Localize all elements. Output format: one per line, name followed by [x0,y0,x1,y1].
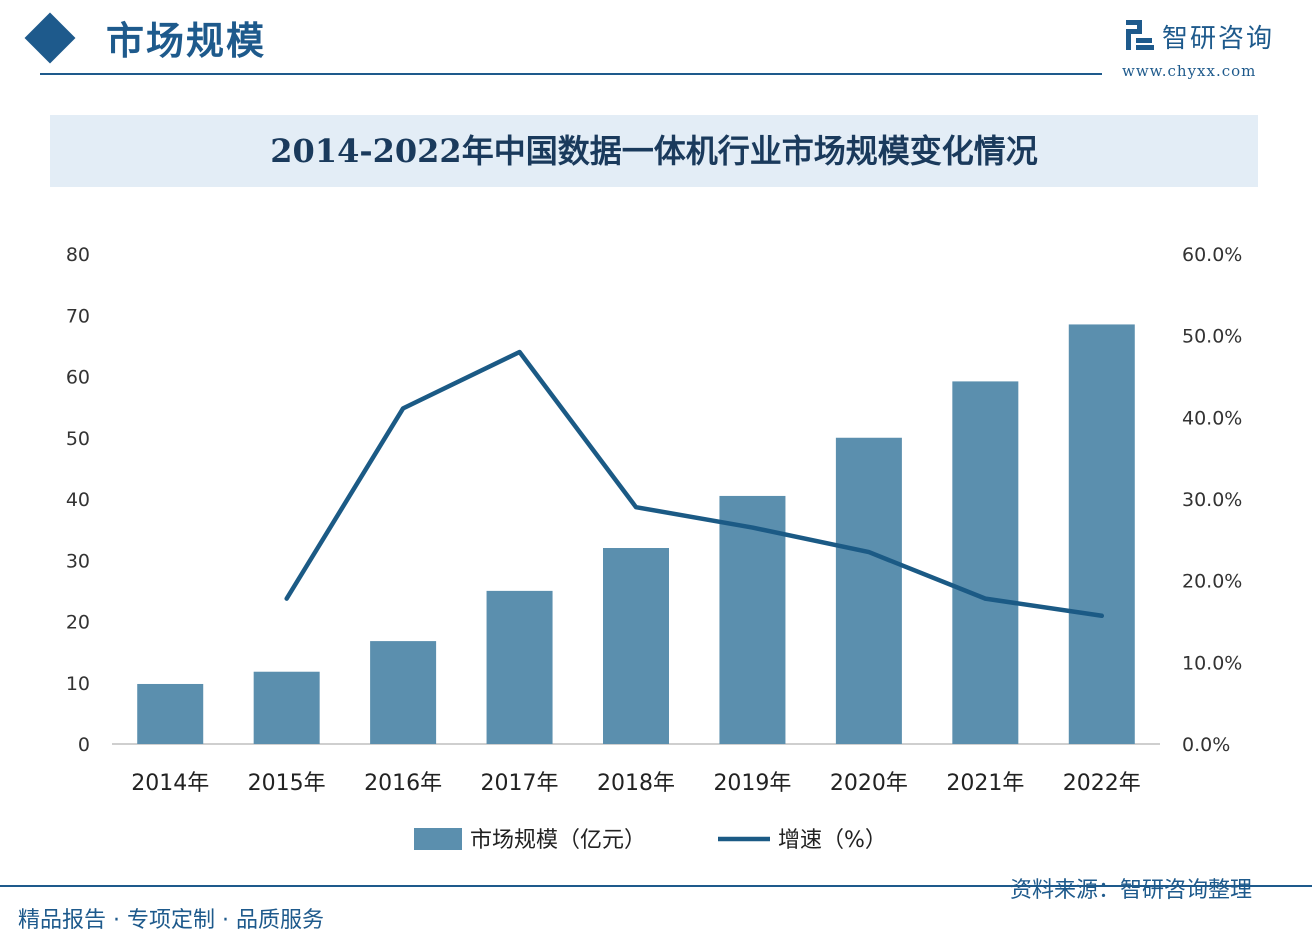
bar [952,381,1019,744]
y-left-tick-label: 50 [66,428,90,450]
logo-name: 智研咨询 [1162,24,1275,54]
x-tick-label: 2020年 [830,771,908,796]
footer-tagline: 精品报告 · 专项定制 · 品质服务 [18,908,324,933]
x-tick-label: 2014年 [131,771,209,796]
y-left-tick-label: 30 [66,550,90,572]
x-tick-label: 2022年 [1063,771,1141,796]
bar [835,437,902,744]
section-title: 市场规模 [106,19,267,63]
bar [719,495,786,744]
legend-label-line: 增速（%） [778,828,887,853]
bar [486,590,553,744]
chart-title: 2014-2022年中国数据一体机行业市场规模变化情况 [270,132,1038,170]
y-left-tick-label: 20 [66,612,90,634]
x-tick-label: 2017年 [481,771,559,796]
bar [253,671,320,744]
y-right-tick-label: 10.0% [1182,652,1242,674]
y-left-tick-label: 40 [66,489,90,511]
y-right-tick-label: 0.0% [1182,734,1230,756]
bar [603,548,669,744]
chart: 0 10 20 30 40 50 60 70 80 0.0% 10.0% 20.0% 30.0% 40.0… [66,244,1243,853]
legend-swatch-bar [414,828,462,850]
growth-line [284,349,1105,619]
header: 市场规模 [0,0,1312,80]
legend-label-bar: 市场规模（亿元） [470,828,646,853]
chart-title-band: 2014-2022年中国数据一体机行业市场规模变化情况 [50,115,1258,187]
y-left-tick-label: 70 [66,305,90,327]
x-tick-label: 2021年 [946,771,1024,796]
x-tick-label: 2016年 [364,771,442,796]
bar [137,683,204,744]
y-left-tick-label: 0 [78,734,90,756]
header-divider [40,73,1102,75]
y-right-tick-label: 60.0% [1182,244,1242,266]
y-right-tick-label: 50.0% [1182,326,1242,348]
y-left-tick-label: 80 [66,244,90,266]
footer-divider [0,885,1312,887]
y-right-tick-label: 30.0% [1182,489,1242,511]
y-left-tick-label: 10 [66,673,90,695]
y-right-tick-label: 20.0% [1182,571,1242,593]
bar [370,641,437,744]
y-right-tick-label: 40.0% [1182,407,1242,429]
logo-url[interactable]: www.chyxx.com [1122,62,1257,80]
x-tick-label: 2018年 [597,771,675,796]
x-tick-label: 2015年 [248,771,326,796]
source-note: 资料来源：智研咨询整理 [1010,878,1253,903]
bar [1068,324,1135,744]
brand-logo: 智研咨询 www.chyxx.com [1122,16,1292,86]
y-left-tick-label: 60 [66,367,90,389]
logo-icon [1126,20,1154,50]
diamond-icon [24,12,76,64]
x-tick-label: 2019年 [713,771,791,796]
